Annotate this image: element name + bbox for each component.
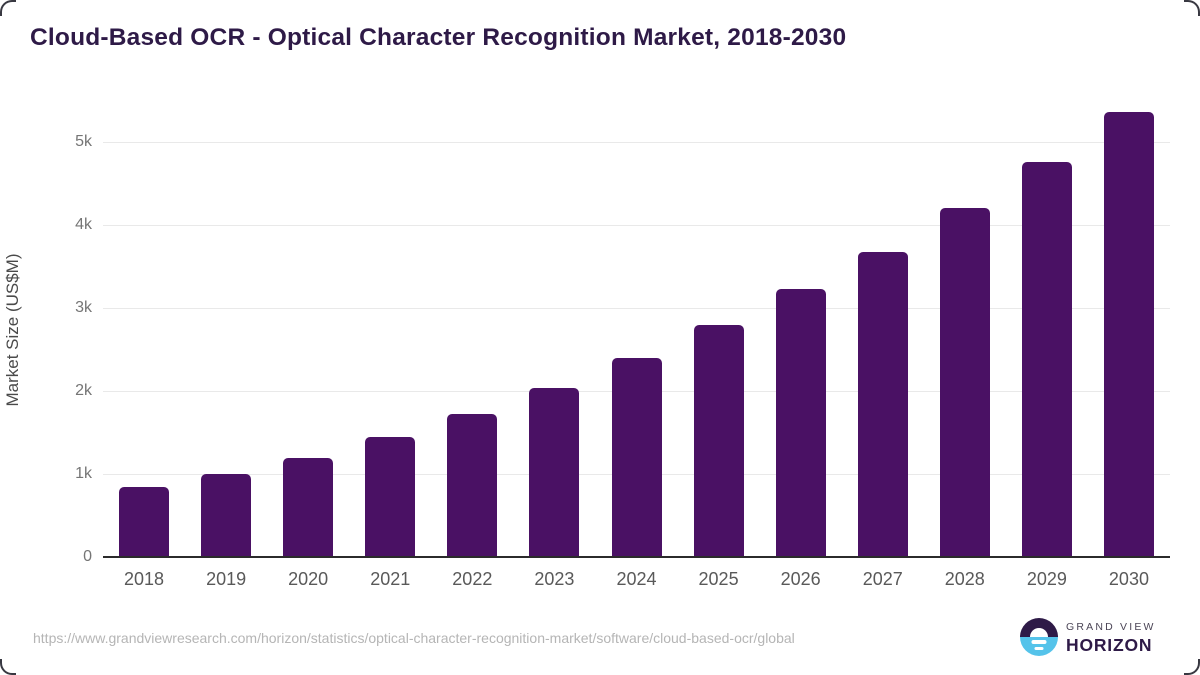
rounded-corner-artifact	[1184, 0, 1200, 16]
chart-title: Cloud-Based OCR - Optical Character Reco…	[30, 24, 847, 51]
grand-view-horizon-logo[interactable]: GRAND VIEW HORIZON	[1018, 616, 1170, 660]
logo-sun-shape	[1030, 628, 1048, 637]
bar-2026[interactable]	[775, 289, 826, 557]
logo-wordmark: GRAND VIEW HORIZON	[1066, 621, 1156, 656]
bar-2030[interactable]	[1103, 111, 1154, 557]
y-tick-0: 0	[83, 548, 92, 565]
x-tick-2023: 2023	[534, 569, 575, 589]
y-tick-2k: 2k	[75, 382, 92, 399]
gridline-3k	[103, 307, 1170, 309]
x-tick-2029: 2029	[1026, 569, 1067, 589]
x-tick-2028: 2028	[944, 569, 985, 589]
logo-reflection-dash	[1031, 640, 1047, 644]
bar-2029[interactable]	[1021, 161, 1072, 557]
sunrise-horizon-icon	[1020, 618, 1058, 656]
y-tick-1k: 1k	[75, 465, 92, 482]
rounded-corner-artifact	[1184, 659, 1200, 675]
x-tick-2026: 2026	[780, 569, 821, 589]
bar-2023[interactable]	[529, 388, 580, 557]
y-axis-title: Market Size (US$M)	[3, 253, 22, 407]
x-tick-2018: 2018	[124, 569, 165, 589]
bar-2027[interactable]	[857, 252, 908, 557]
rounded-corner-artifact	[0, 659, 16, 675]
y-tick-5k: 5k	[75, 133, 92, 150]
bar-2021[interactable]	[365, 437, 416, 557]
plot-area	[103, 100, 1170, 558]
x-tick-2024: 2024	[616, 569, 657, 589]
logo-brand-name: GRAND VIEW	[1066, 621, 1156, 633]
bar-2020[interactable]	[283, 457, 334, 557]
source-url[interactable]: https://www.grandviewresearch.com/horizo…	[33, 630, 795, 646]
logo-reflection-dash	[1034, 646, 1044, 650]
x-tick-2020: 2020	[288, 569, 329, 589]
gridline-4k	[103, 224, 1170, 226]
x-tick-2022: 2022	[452, 569, 493, 589]
x-axis-line	[103, 556, 1170, 558]
x-tick-2019: 2019	[206, 569, 247, 589]
bar-2028[interactable]	[939, 208, 990, 557]
bar-2018[interactable]	[119, 487, 170, 557]
x-tick-2027: 2027	[862, 569, 903, 589]
logo-sky-half	[1020, 618, 1058, 637]
gridline-5k	[103, 141, 1170, 143]
bar-2024[interactable]	[611, 358, 662, 557]
x-tick-2025: 2025	[698, 569, 739, 589]
y-tick-4k: 4k	[75, 216, 92, 233]
bar-2019[interactable]	[201, 473, 252, 557]
logo-product-name: HORIZON	[1066, 635, 1153, 655]
bar-2025[interactable]	[693, 325, 744, 557]
x-tick-2030: 2030	[1108, 569, 1149, 589]
x-tick-2021: 2021	[370, 569, 411, 589]
bar-2022[interactable]	[447, 413, 498, 557]
rounded-corner-artifact	[0, 0, 16, 16]
y-tick-3k: 3k	[75, 299, 92, 316]
